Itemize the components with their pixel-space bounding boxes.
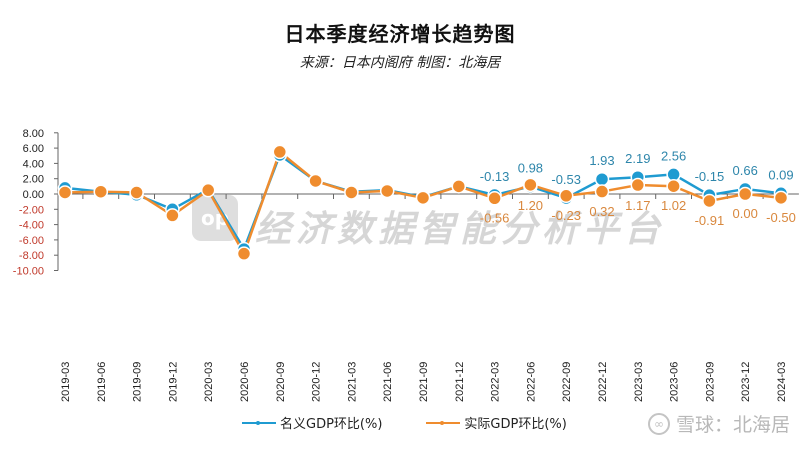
- x-tick-label: 2020-03: [203, 362, 215, 402]
- data-point[interactable]: [737, 186, 753, 202]
- data-point[interactable]: [415, 190, 431, 206]
- data-point[interactable]: [666, 178, 681, 194]
- data-point[interactable]: [630, 177, 646, 193]
- data-point[interactable]: [594, 171, 610, 187]
- data-point[interactable]: [702, 193, 717, 209]
- data-label: -0.56: [480, 210, 510, 225]
- data-point[interactable]: [93, 184, 109, 199]
- data-point[interactable]: [523, 177, 538, 193]
- data-point[interactable]: [200, 182, 216, 198]
- x-tick-label: 2019-09: [132, 362, 144, 402]
- data-label: 0.32: [589, 204, 614, 219]
- x-tick-label: 2023-12: [740, 362, 752, 402]
- x-tick-label: 2022-09: [561, 362, 573, 402]
- data-point[interactable]: [308, 173, 323, 189]
- chart-title: 日本季度经济增长趋势图: [284, 22, 516, 46]
- data-label: 0.66: [733, 163, 758, 178]
- data-label: 1.17: [625, 198, 650, 213]
- data-label: 0.00: [733, 206, 758, 221]
- legend-label: 名义GDP环比(%): [280, 417, 383, 432]
- chart-subtitle: 来源：日本内阁府 制图：北海居: [299, 55, 501, 71]
- y-tick-label: -8.00: [19, 250, 44, 262]
- data-label: -0.23: [551, 208, 581, 223]
- x-tick-label: 2021-06: [382, 362, 394, 402]
- x-tick-label: 2023-09: [704, 362, 716, 402]
- y-tick-label: -4.00: [19, 220, 44, 232]
- y-tick-label: 8.00: [23, 128, 44, 140]
- data-point[interactable]: [236, 246, 252, 261]
- snowball-logo-icon: ∞: [648, 412, 670, 435]
- x-tick-label: 2020-06: [239, 362, 251, 402]
- x-tick-label: 2022-03: [490, 362, 502, 402]
- data-labels: -0.13 0.98 -0.53 1.93 2.19 2.56 -0.15 0.66 0.09 -…: [480, 148, 796, 228]
- data-point[interactable]: [487, 191, 502, 206]
- legend-line-icon: [426, 420, 461, 425]
- x-tick-label: 2019-03: [60, 362, 72, 402]
- chart-axes: 8.00 6.00 4.00 2.00 0.00 -2.00 -4.00 -6.00 -8.00…: [13, 128, 799, 402]
- y-tick-label: -10.00: [13, 266, 44, 278]
- data-label: -0.91: [695, 213, 725, 228]
- legend-item-nominal[interactable]: 名义GDP环比(%): [242, 413, 382, 432]
- legend-line-icon: [242, 420, 276, 425]
- data-point[interactable]: [773, 190, 789, 206]
- chart-legend: 名义GDP环比(%) 实际GDP环比(%): [242, 413, 567, 432]
- data-label: 2.19: [625, 151, 650, 166]
- y-tick-label: -6.00: [19, 235, 44, 247]
- chart-series: [57, 144, 789, 261]
- data-point[interactable]: [272, 144, 288, 160]
- credit-text: 雪球：北海居: [676, 414, 791, 436]
- x-tick-label: 2019-06: [96, 362, 108, 402]
- legend-label: 实际GDP环比(%): [464, 417, 567, 432]
- data-point[interactable]: [451, 179, 467, 194]
- data-point[interactable]: [379, 183, 395, 199]
- data-point[interactable]: [57, 185, 73, 200]
- data-point[interactable]: [594, 184, 610, 199]
- y-tick-label: 2.00: [23, 174, 44, 186]
- x-tick-label: 2020-12: [311, 362, 323, 402]
- data-point[interactable]: [558, 188, 574, 204]
- legend-item-real[interactable]: 实际GDP环比(%): [426, 413, 567, 432]
- data-label: -0.15: [695, 169, 725, 184]
- y-tick-label: 6.00: [23, 143, 44, 155]
- y-tick-label: 0.00: [23, 189, 44, 201]
- data-label: -0.53: [551, 172, 581, 187]
- x-tick-label: 2021-09: [418, 362, 430, 402]
- data-label: 0.09: [768, 167, 793, 182]
- source-credit: ∞ 雪球：北海居: [648, 410, 790, 437]
- x-tick-label: 2023-06: [669, 362, 681, 402]
- data-label: 1.20: [518, 198, 543, 213]
- data-label: -0.13: [480, 169, 510, 184]
- x-tick-label: 2023-03: [633, 362, 645, 402]
- x-tick-label: 2021-12: [454, 362, 466, 402]
- data-label: -0.50: [766, 210, 796, 225]
- data-point[interactable]: [344, 185, 359, 200]
- data-point[interactable]: [165, 208, 180, 223]
- x-tick-label: 2022-06: [525, 362, 537, 402]
- x-tick-label: 2021-03: [346, 362, 358, 402]
- y-tick-label: -2.00: [19, 204, 44, 216]
- y-tick-label: 4.00: [23, 158, 44, 170]
- data-point[interactable]: [129, 185, 144, 200]
- data-label: 2.56: [661, 148, 686, 163]
- x-tick-label: 2020-09: [275, 362, 287, 402]
- data-label: 0.98: [518, 161, 543, 176]
- x-tick-label: 2022-12: [597, 362, 609, 402]
- x-tick-label: 2024-03: [776, 362, 788, 402]
- data-label: 1.93: [589, 153, 614, 168]
- x-tick-label: 2019-12: [167, 362, 179, 402]
- data-label: 1.02: [661, 198, 686, 213]
